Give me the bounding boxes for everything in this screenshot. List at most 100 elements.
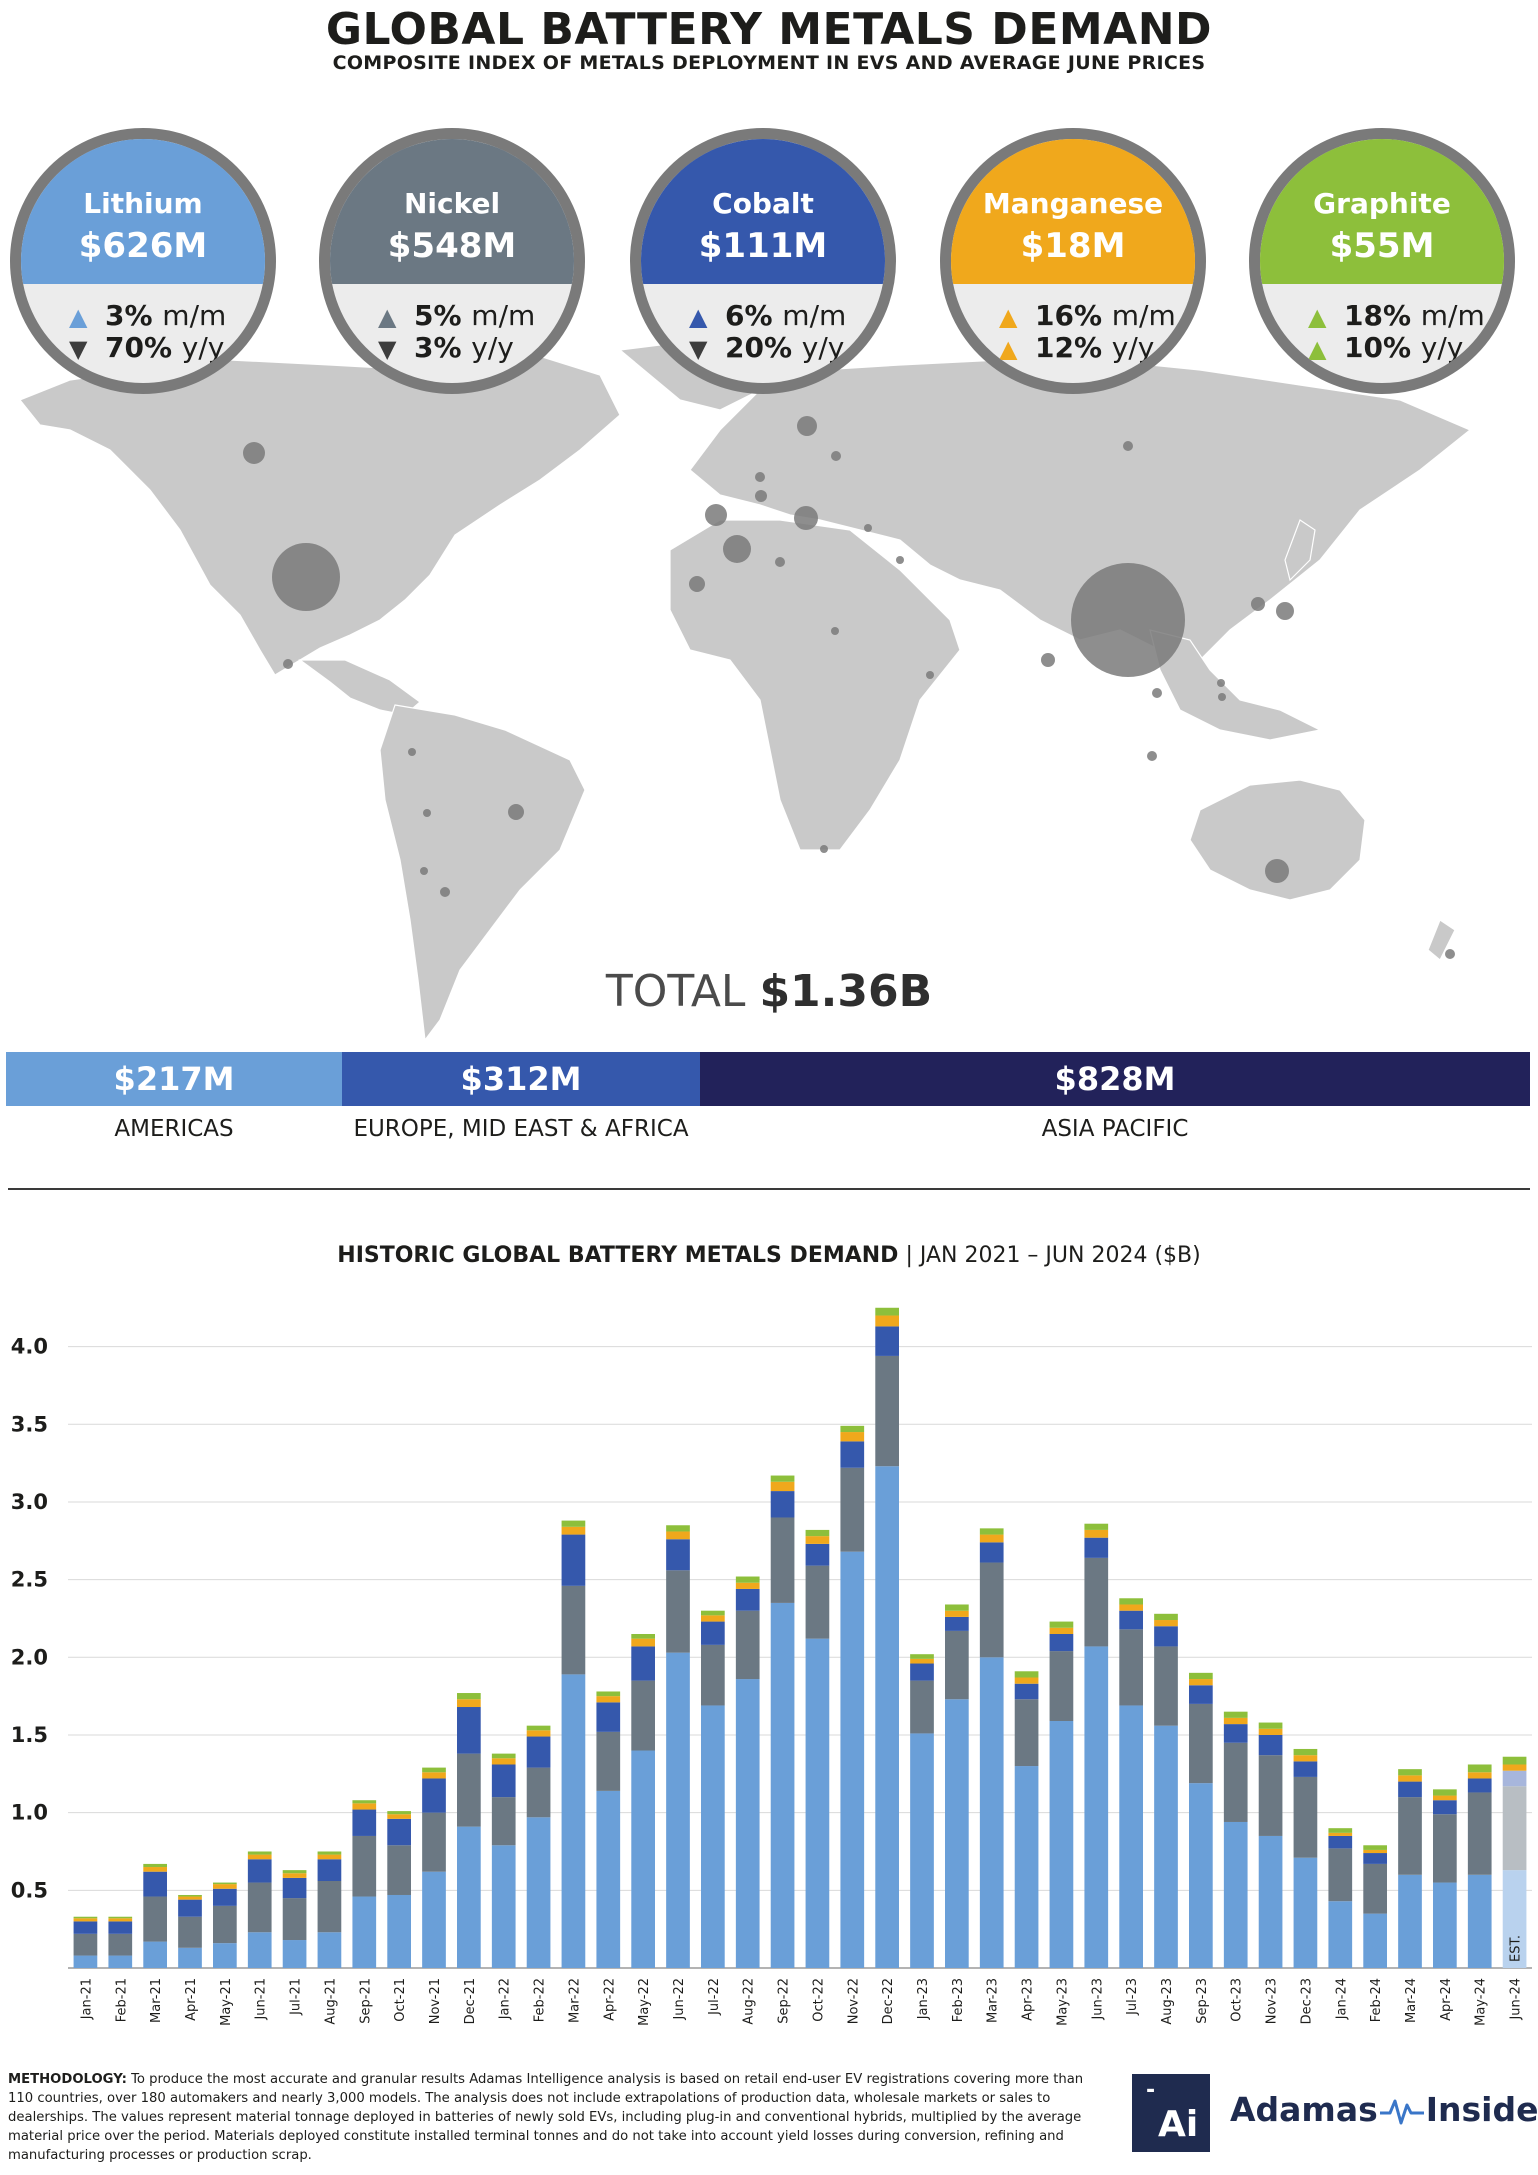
bar-segment bbox=[1014, 1766, 1039, 1968]
bar-segment bbox=[526, 1730, 551, 1737]
bar-segment bbox=[491, 1753, 516, 1759]
bar-segment bbox=[108, 1916, 133, 1919]
bar-segment bbox=[143, 1867, 167, 1872]
bar-segment bbox=[247, 1882, 272, 1933]
triangle-down-icon: ▼ bbox=[689, 335, 708, 363]
bar-segment bbox=[1189, 1703, 1213, 1784]
x-tick-label: Feb-21 bbox=[114, 1978, 129, 2022]
bar-segment bbox=[422, 1767, 446, 1773]
bar-segment bbox=[1049, 1720, 1074, 1968]
bar-segment bbox=[1154, 1626, 1178, 1647]
bar-segment bbox=[945, 1616, 969, 1631]
x-tick-label: Apr-22 bbox=[602, 1978, 617, 2021]
canada-bubble bbox=[243, 442, 265, 464]
bar-segment bbox=[910, 1733, 934, 1968]
bar-segment bbox=[875, 1466, 899, 1968]
bar-segment bbox=[910, 1663, 934, 1681]
bar-segment bbox=[1223, 1711, 1248, 1718]
x-tick-label: Jul-23 bbox=[1125, 1978, 1140, 2016]
bar-segment bbox=[178, 1894, 202, 1897]
bar-segment bbox=[1293, 1761, 1318, 1777]
x-tick-label: Mar-24 bbox=[1404, 1978, 1419, 2023]
bar-segment bbox=[1084, 1537, 1109, 1558]
bar-segment bbox=[1223, 1821, 1248, 1968]
year-change-row: ▲ 10% y/y bbox=[1308, 331, 1498, 364]
metal-value: $626M bbox=[78, 226, 208, 266]
bar-segment bbox=[631, 1634, 655, 1639]
badge-header: Manganese $18M bbox=[951, 139, 1195, 284]
x-tick-label: Oct-22 bbox=[811, 1978, 826, 2022]
x-tick-label: Feb-24 bbox=[1369, 1978, 1384, 2022]
region-value-emea: $312M bbox=[460, 1060, 582, 1098]
month-change-row: ▲ 16% m/m bbox=[999, 299, 1189, 332]
bar-segment bbox=[422, 1778, 446, 1813]
bar-segment bbox=[1189, 1783, 1213, 1968]
x-tick-label: Oct-23 bbox=[1230, 1978, 1245, 2022]
region-bar-americas: $217M bbox=[6, 1052, 342, 1106]
metal-name: Graphite bbox=[1313, 187, 1451, 220]
year-change-value: 10% bbox=[1344, 331, 1412, 364]
bar-segment bbox=[1433, 1800, 1457, 1815]
x-tick-label: Jan-24 bbox=[1334, 1978, 1349, 2020]
bar-segment bbox=[1467, 1772, 1492, 1779]
china-bubble bbox=[1071, 563, 1185, 677]
bar-segment bbox=[282, 1940, 307, 1968]
bar-segment bbox=[1119, 1604, 1143, 1611]
bar-segment bbox=[1328, 1832, 1353, 1836]
bar-segment bbox=[282, 1877, 307, 1899]
bar-segment bbox=[666, 1531, 690, 1540]
bar-segment bbox=[735, 1582, 760, 1589]
bar-segment bbox=[770, 1602, 795, 1968]
year-change-unit: y/y bbox=[181, 331, 225, 364]
uae-bubble bbox=[926, 671, 934, 679]
bar-segment bbox=[1223, 1742, 1248, 1822]
bar-segment bbox=[352, 1809, 377, 1836]
x-tick-label: Dec-23 bbox=[1299, 1978, 1314, 2024]
total-value: $1.36B bbox=[759, 966, 933, 1017]
bar-segment bbox=[910, 1680, 934, 1734]
bar-segment bbox=[1363, 1853, 1387, 1864]
bar-segment bbox=[457, 1699, 481, 1708]
x-tick-label: Sep-23 bbox=[1195, 1978, 1210, 2024]
denmark-bubble bbox=[755, 472, 765, 482]
triangle-up-icon: ▲ bbox=[1308, 335, 1327, 363]
bar-segment bbox=[1049, 1651, 1074, 1721]
x-tick-label: Jan-23 bbox=[916, 1978, 931, 2020]
argentina-bubble bbox=[440, 887, 450, 897]
bar-segment bbox=[213, 1888, 237, 1906]
bar-segment bbox=[1154, 1620, 1178, 1627]
bar-segment bbox=[596, 1691, 621, 1697]
badge-nickel: Nickel $548M ▲ 5% m/m ▼ 3% y/y bbox=[319, 128, 585, 394]
bar-segment bbox=[910, 1654, 934, 1659]
bar-segment bbox=[561, 1520, 586, 1527]
bar-segment bbox=[1189, 1679, 1213, 1686]
y-tick-label: 2.0 bbox=[11, 1645, 48, 1669]
badge-graphite: Graphite $55M ▲ 18% m/m ▲ 10% y/y bbox=[1249, 128, 1515, 394]
australia-bubble bbox=[1265, 859, 1289, 883]
bar-segment bbox=[770, 1481, 795, 1492]
page-subtitle: COMPOSITE INDEX OF METALS DEPLOYMENT IN … bbox=[332, 52, 1206, 74]
bar-segment bbox=[178, 1896, 202, 1900]
africa-landmass bbox=[669, 519, 961, 851]
netherlands-bubble bbox=[755, 490, 767, 502]
metal-name: Manganese bbox=[982, 187, 1164, 220]
bar-segment bbox=[631, 1750, 655, 1968]
bar-segment bbox=[387, 1818, 411, 1846]
bar-segment bbox=[1467, 1764, 1492, 1773]
x-tick-label: Mar-21 bbox=[149, 1978, 164, 2023]
bar-segment bbox=[457, 1693, 481, 1700]
france-bubble bbox=[723, 535, 751, 563]
badge-header: Lithium $626M bbox=[21, 139, 265, 284]
region-value-americas: $217M bbox=[113, 1060, 235, 1098]
bar-segment bbox=[1398, 1874, 1422, 1968]
triangle-up-icon: ▲ bbox=[1308, 303, 1327, 331]
x-tick-label: Jan-22 bbox=[498, 1978, 513, 2020]
bar-segment bbox=[631, 1680, 655, 1751]
y-tick-label: 3.5 bbox=[11, 1412, 48, 1436]
bar-segment bbox=[1293, 1755, 1318, 1762]
egypt-bubble bbox=[831, 627, 839, 635]
month-change-unit: m/m bbox=[1420, 299, 1485, 332]
year-change-value: 12% bbox=[1035, 331, 1103, 364]
metal-name: Cobalt bbox=[712, 187, 814, 220]
